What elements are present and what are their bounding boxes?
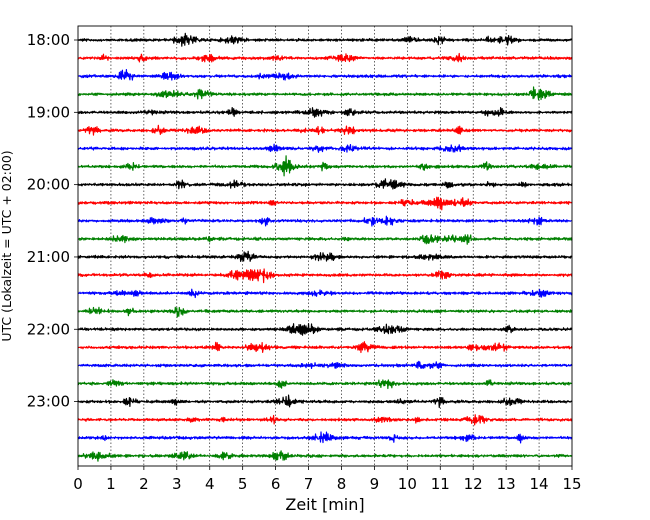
plot-frame xyxy=(77,25,573,467)
trace-2030 xyxy=(77,215,573,227)
trace-1815 xyxy=(77,52,573,63)
y-axis-label: UTC (Lokalzeit = UTC + 02:00) xyxy=(0,150,14,341)
trace-2230 xyxy=(77,360,573,370)
x-tick-label: 12 xyxy=(464,475,483,493)
trace-1800 xyxy=(77,32,573,47)
trace-2015 xyxy=(77,196,573,211)
trace-2330 xyxy=(77,431,573,444)
trace-2045 xyxy=(77,234,573,245)
trace-2100 xyxy=(77,250,573,263)
trace-2115 xyxy=(77,268,573,284)
trace-2215 xyxy=(77,341,573,354)
x-tick-label: 6 xyxy=(271,475,281,493)
x-tick-label: 2 xyxy=(139,475,149,493)
trace-2130 xyxy=(77,288,573,299)
y-tick-label: 20:00 xyxy=(27,176,70,194)
x-tick-label: 0 xyxy=(73,475,83,493)
y-tick-label: 19:00 xyxy=(27,103,70,121)
x-tick-label: 10 xyxy=(398,475,417,493)
y-tick-label: 18:00 xyxy=(27,31,70,49)
x-tick-label: 13 xyxy=(497,475,516,493)
trace-1845 xyxy=(77,86,573,101)
x-tick-label: 4 xyxy=(205,475,215,493)
x-axis-label: Zeit [min] xyxy=(285,495,364,514)
trace-2315 xyxy=(77,414,573,426)
trace-1900 xyxy=(77,106,573,118)
x-axis-ticks: 0 1 2 3 4 5 6 7 8 9 10 11 12 13 14 15 xyxy=(73,466,582,493)
trace-1945 xyxy=(77,155,573,177)
trace-2200 xyxy=(77,323,573,336)
trace-2145 xyxy=(77,306,573,318)
trace-1930 xyxy=(77,143,573,153)
x-tick-label: 8 xyxy=(337,475,347,493)
trace-2345 xyxy=(77,450,573,462)
y-tick-label: 23:00 xyxy=(27,393,70,411)
trace-1830 xyxy=(77,68,573,81)
x-tick-label: 1 xyxy=(106,475,116,493)
y-tick-label: 21:00 xyxy=(27,248,70,266)
y-axis-ticks: 18:00 19:00 20:00 21:00 22:00 23:00 xyxy=(27,31,78,411)
x-tick-label: 3 xyxy=(172,475,182,493)
x-tick-label: 11 xyxy=(431,475,450,493)
x-tick-label: 5 xyxy=(238,475,248,493)
x-tick-label: 14 xyxy=(530,475,549,493)
trace-2245 xyxy=(77,379,573,390)
seismic-traces xyxy=(77,32,573,462)
x-tick-label: 9 xyxy=(370,475,380,493)
x-tick-label: 7 xyxy=(304,475,314,493)
trace-1915 xyxy=(77,124,573,136)
y-tick-label: 22:00 xyxy=(27,320,70,338)
trace-2300 xyxy=(77,394,573,409)
x-tick-label: 15 xyxy=(562,475,581,493)
trace-2000 xyxy=(77,178,573,190)
